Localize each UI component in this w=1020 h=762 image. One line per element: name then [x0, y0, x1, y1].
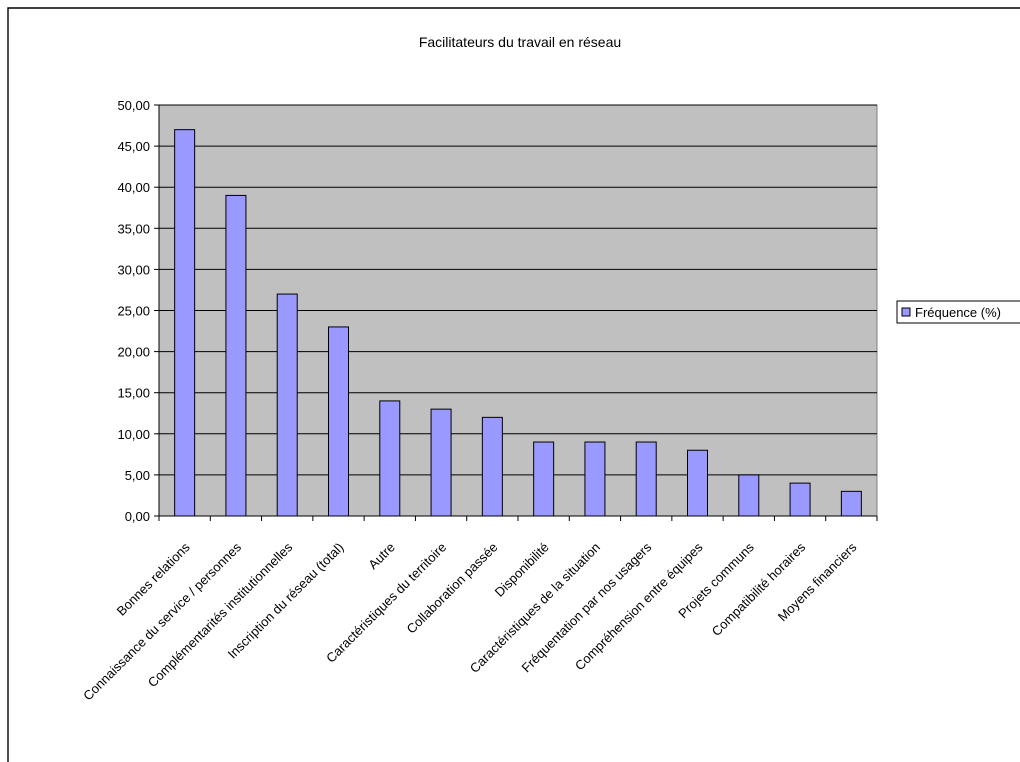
chart-area-border — [7, 7, 1020, 762]
bars — [174, 129, 862, 517]
y-tick-label: 45,00 — [117, 139, 150, 154]
legend-box — [896, 300, 1020, 324]
y-tick-label: 35,00 — [117, 221, 150, 236]
legend-label-frequence: Fréquence (%) — [915, 305, 1001, 320]
bar — [276, 293, 298, 517]
x-category-label: Compatibilité horaires — [709, 539, 809, 639]
axes — [154, 104, 878, 521]
y-tick-label: 10,00 — [117, 427, 150, 442]
y-tick-label: 5,00 — [125, 468, 150, 483]
y-tick-label: 20,00 — [117, 345, 150, 360]
legend-swatch — [901, 307, 911, 317]
bar — [328, 326, 349, 517]
x-category-label: Autre — [365, 540, 398, 573]
bar — [738, 474, 760, 517]
bar — [430, 408, 452, 517]
bar — [687, 449, 708, 517]
bar — [174, 129, 196, 517]
bar — [225, 194, 247, 517]
bar — [533, 441, 555, 517]
bar — [379, 400, 401, 517]
y-tick-label: 25,00 — [117, 304, 150, 319]
bar — [584, 441, 606, 517]
y-tick-label: 30,00 — [117, 262, 150, 277]
y-tick-label: 15,00 — [117, 386, 150, 401]
x-category-label: Collaboration passée — [404, 540, 501, 637]
chart-title: Facilitateurs du travail en réseau — [419, 34, 621, 50]
y-tick-label: 0,00 — [125, 509, 150, 524]
bar — [789, 482, 811, 517]
y-axis-tick-labels: 0,00 5,00 10,00 15,00 20,00 25,00 30,00 35,00 40… — [117, 98, 150, 524]
bar — [481, 416, 503, 517]
y-tick-label: 50,00 — [117, 98, 150, 113]
bar — [840, 490, 862, 517]
bar — [635, 441, 657, 517]
y-tick-label: 40,00 — [117, 180, 150, 195]
legend: Fréquence (%) — [896, 300, 1020, 324]
